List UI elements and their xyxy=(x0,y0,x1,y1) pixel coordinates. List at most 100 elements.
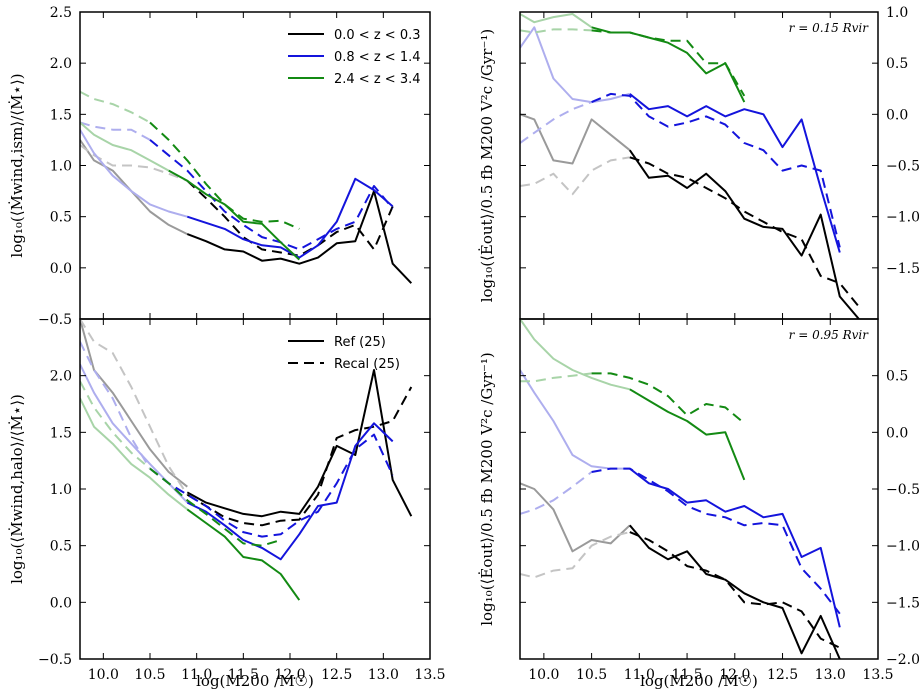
series-line-7 xyxy=(591,467,841,615)
series-line-1 xyxy=(628,149,860,319)
series-line-3 xyxy=(629,531,841,649)
legend-label: Recal (25) xyxy=(334,357,400,372)
y-tick-label: −0.5 xyxy=(886,159,919,175)
panel-top-left: −0.5 0.0 0.5 1.0 1.5 2.0 2.5 log₁₀(⟨Ṁwind,ism⟩/… xyxy=(8,5,431,328)
y-tick-label: 0.5 xyxy=(50,539,72,555)
series-line-4 xyxy=(520,26,631,104)
x-tick-label: 13.0 xyxy=(815,667,846,683)
y-tick-label: −0.5 xyxy=(886,482,919,498)
y-tick-label: 0.5 xyxy=(50,210,72,226)
series-line-5 xyxy=(186,177,394,259)
series-line-2 xyxy=(80,319,189,496)
series-line-10 xyxy=(80,380,151,470)
x-axis-label: log(M200 /M☉) xyxy=(640,672,758,690)
y-tick-label: 1.0 xyxy=(50,159,72,175)
y-tick-label: −1.0 xyxy=(886,539,919,555)
x-tick-label: 10.0 xyxy=(528,667,559,683)
y-tick-label: 0.0 xyxy=(886,425,908,441)
series-line-4 xyxy=(80,129,188,218)
panels: −0.5 0.0 0.5 1.0 1.5 2.0 2.5 log₁₀(⟨Ṁwind,ism⟩/… xyxy=(8,5,919,690)
panel-annotation: r = 0.95 Rvir xyxy=(789,328,870,342)
y-tick-label: 1.0 xyxy=(50,482,72,498)
y-tick-label: 2.0 xyxy=(50,56,72,72)
y-axis-label: log₁₀(⟨Ėout⟩/0.5 fb M200 V²c /Gyr⁻¹) xyxy=(478,352,496,626)
x-tick-label: 12.0 xyxy=(719,667,750,683)
series-line-11 xyxy=(591,372,745,425)
y-tick-label: 0.5 xyxy=(886,56,908,72)
series-line-1 xyxy=(186,190,413,284)
x-tick-label: 11.5 xyxy=(671,667,702,683)
y-axis-label: log₁₀(⟨Ṁwind,halo⟩/⟨Ṁ⋆⟩) xyxy=(8,394,26,584)
series-line-0 xyxy=(520,482,631,553)
y-tick-label: 1.5 xyxy=(50,107,72,123)
y-tick-label: −1.0 xyxy=(886,210,919,226)
y-axis-label: log₁₀(⟨Ėout⟩/0.5 fb M200 V²c /Gyr⁻¹) xyxy=(478,29,496,303)
series-line-8 xyxy=(80,121,170,172)
series-line-10 xyxy=(80,90,151,124)
x-tick-label: 13.0 xyxy=(368,667,399,683)
series-line-0 xyxy=(80,319,188,488)
y-tick-label: −0.5 xyxy=(38,312,72,328)
x-tick-label: 10.0 xyxy=(88,667,119,683)
series-line-1 xyxy=(629,524,841,659)
x-tick-label: 10.5 xyxy=(134,667,165,683)
plot-frame xyxy=(519,11,879,320)
series-line-7 xyxy=(149,139,394,251)
y-axis-label: log₁₀(⟨Ṁwind,ism⟩/⟨Ṁ⋆⟩) xyxy=(8,73,26,257)
legend-label: 2.4 < z < 3.4 xyxy=(334,72,421,87)
series-line-2 xyxy=(520,156,630,196)
series-line-10 xyxy=(520,28,592,34)
series-line-9 xyxy=(591,26,746,103)
series-line-6 xyxy=(80,341,151,470)
x-tick-label: 12.5 xyxy=(321,667,352,683)
series-line-9 xyxy=(186,508,301,601)
x-tick-label: 10.5 xyxy=(576,667,607,683)
series-line-2 xyxy=(80,144,188,182)
series-line-6 xyxy=(80,121,151,141)
series-line-9 xyxy=(629,388,746,481)
y-tick-label: 1.5 xyxy=(50,425,72,441)
series-line-6 xyxy=(520,471,593,515)
y-tick-label: −0.5 xyxy=(38,652,72,668)
series-line-3 xyxy=(186,386,413,527)
x-tick-label: 13.5 xyxy=(862,667,893,683)
series-line-10 xyxy=(520,372,592,383)
series-line-3 xyxy=(186,180,394,257)
panel-top-right: −1.5 −1.0 −0.5 0.0 0.5 1.0 log₁₀(⟨Ėout⟩/0.5 fb… xyxy=(478,5,919,320)
series-line-11 xyxy=(591,29,746,97)
y-tick-label: 2.0 xyxy=(50,369,72,385)
y-tick-label: −1.5 xyxy=(886,261,919,277)
legend: Ref (25) Recal (25) xyxy=(288,335,400,372)
legend-label: 0.8 < z < 1.4 xyxy=(334,50,421,65)
panel-annotation: r = 0.15 Rvir xyxy=(789,21,870,35)
series-line-8 xyxy=(80,397,188,511)
series-line-11 xyxy=(149,467,281,547)
series-line-4 xyxy=(80,363,189,504)
y-tick-label: 1.0 xyxy=(886,5,908,21)
series-line-11 xyxy=(149,121,300,230)
y-tick-label: 0.0 xyxy=(50,595,72,611)
series-group xyxy=(80,90,413,284)
series-line-2 xyxy=(520,531,631,579)
x-tick-label: 12.0 xyxy=(274,667,305,683)
series-line-7 xyxy=(591,92,841,248)
series-group xyxy=(80,319,413,601)
legend-label: Ref (25) xyxy=(334,335,386,350)
series-line-0 xyxy=(520,113,631,165)
y-tick-label: −1.5 xyxy=(886,595,919,611)
x-axis-label: log(M200 /M☉) xyxy=(196,672,314,690)
series-line-7 xyxy=(149,433,394,538)
x-tick-label: 11.0 xyxy=(624,667,655,683)
series-line-5 xyxy=(629,467,841,628)
x-tick-label: 13.5 xyxy=(414,667,445,683)
x-tick-label: 12.5 xyxy=(767,667,798,683)
series-line-8 xyxy=(520,319,631,391)
series-line-1 xyxy=(186,369,413,518)
legend: 0.0 < z < 0.3 0.8 < z < 1.4 2.4 < z < 3.4 xyxy=(288,28,421,87)
panel-bottom-left: −0.5 0.0 0.5 1.0 1.5 2.0 10.0 10.5 11.0 11.5 12.0 1… xyxy=(8,318,446,690)
series-group xyxy=(520,13,860,319)
y-tick-label: 0.5 xyxy=(886,369,908,385)
series-line-9 xyxy=(168,169,300,261)
series-line-8 xyxy=(520,13,593,29)
